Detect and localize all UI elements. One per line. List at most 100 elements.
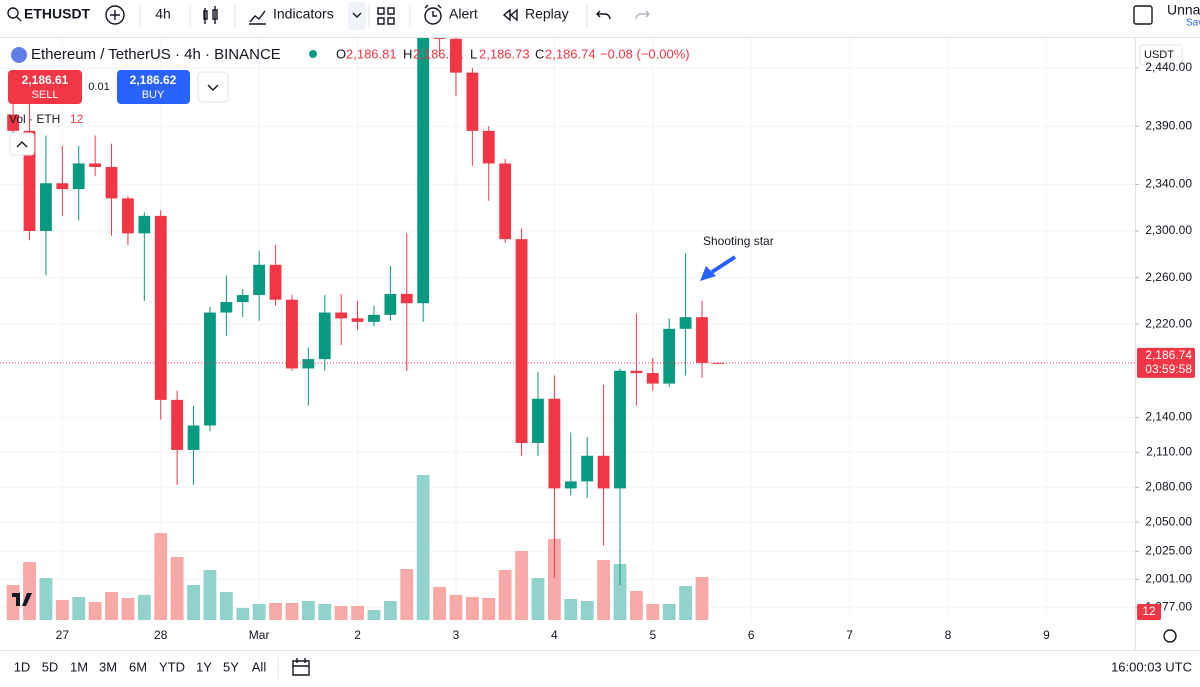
timeframe-button[interactable]: All — [252, 659, 267, 674]
y-tick-label: 2,390.00 — [1145, 118, 1192, 132]
chevron — [207, 84, 219, 91]
volume-bar — [285, 603, 299, 620]
collapse-button[interactable] — [9, 132, 35, 156]
volume-bar — [252, 604, 266, 620]
timeframe-button[interactable]: 1Y — [196, 659, 212, 674]
sell-price: 2,186.61 — [22, 73, 69, 87]
high-value: 2,186.81 — [413, 46, 464, 61]
candle-body — [351, 318, 364, 322]
candle-body — [417, 38, 430, 304]
timeframe-button[interactable]: 5D — [42, 659, 59, 674]
x-tick-label: 5 — [649, 628, 656, 642]
volume-bar — [482, 598, 496, 620]
layout-checkbox[interactable] — [1133, 5, 1153, 25]
y-tick-label: 2,050.00 — [1145, 514, 1192, 528]
volume-bar — [695, 577, 709, 620]
layout-name[interactable]: Unnam — [1167, 2, 1200, 18]
alert-button[interactable]: Alert — [449, 6, 478, 22]
high-label: H — [403, 46, 412, 61]
sell-label: SELL — [32, 89, 59, 101]
order-dropdown[interactable] — [197, 71, 229, 103]
timeframe-button[interactable]: 1M — [70, 659, 88, 674]
timeframe-button[interactable]: 5Y — [223, 659, 239, 674]
tv-logo — [12, 593, 32, 606]
chart-type-icon[interactable] — [203, 6, 218, 24]
y-tick-label: 2,025.00 — [1145, 543, 1192, 557]
candle-body — [466, 72, 479, 131]
indicators-button[interactable]: Indicators — [273, 6, 334, 22]
x-tick-label: 7 — [846, 628, 853, 642]
candle-body — [696, 317, 708, 363]
timeframe-button[interactable]: 6M — [129, 659, 147, 674]
replay-button[interactable]: Replay — [525, 6, 569, 22]
last-price: 2,186.74 — [1145, 348, 1192, 362]
volume-bar — [121, 598, 135, 620]
open-label: O — [336, 46, 346, 61]
timeframe-button[interactable]: YTD — [159, 659, 185, 674]
candle-body — [171, 399, 184, 450]
volume-bar — [203, 570, 217, 620]
alert-icon — [424, 4, 442, 17]
candle-body — [368, 314, 380, 322]
candle-body — [597, 455, 610, 489]
alert-icon[interactable] — [424, 7, 442, 25]
volume-legend-label: Vol · ETH — [9, 112, 60, 126]
candle-body — [72, 163, 85, 190]
search-icon[interactable] — [7, 7, 19, 19]
redo[interactable] — [635, 10, 650, 20]
volume-bar — [662, 604, 676, 620]
volume-bar — [334, 606, 348, 620]
candle-body — [56, 183, 69, 190]
buy-button[interactable] — [117, 70, 190, 104]
y-tick-label: 2,080.00 — [1145, 479, 1192, 493]
volume-bar — [219, 592, 233, 620]
chevron — [352, 12, 362, 18]
currency[interactable]: USDT — [1144, 49, 1174, 61]
date-range-icon[interactable] — [292, 658, 310, 676]
undo[interactable] — [596, 10, 611, 20]
sell-button[interactable] — [8, 70, 82, 104]
dropdown[interactable] — [348, 2, 366, 30]
replay-icon[interactable] — [502, 8, 518, 22]
volume-bar — [137, 595, 151, 620]
symbol[interactable]: ETHUSDT — [24, 6, 91, 22]
volume-bar — [236, 608, 250, 620]
timeframe-button[interactable]: 1D — [14, 659, 31, 674]
candle-body — [482, 130, 495, 164]
volume-bar — [547, 539, 561, 620]
candle-body — [335, 312, 348, 319]
x-tick-label: 8 — [945, 628, 952, 642]
currency-button[interactable] — [1139, 44, 1183, 66]
indicators-icon[interactable] — [249, 10, 266, 25]
change-value: −0.08 (−0.00%) — [600, 46, 690, 61]
volume-bar — [39, 578, 53, 620]
add-symbol[interactable] — [105, 5, 125, 25]
volume-legend-value: 12 — [70, 112, 84, 126]
y-tick-label: 2,140.00 — [1145, 410, 1192, 424]
volume-bar — [400, 569, 414, 620]
annotation: Shooting star — [703, 234, 774, 248]
volume-bar — [383, 601, 397, 620]
low-value: 2,186.73 — [479, 46, 530, 61]
candle-body — [548, 398, 561, 489]
timeframe-button[interactable]: 3M — [99, 659, 117, 674]
close-value: 2,186.74 — [545, 46, 596, 61]
candle-body — [89, 163, 102, 167]
candle-body — [269, 264, 282, 300]
candle-body — [236, 295, 249, 303]
symbol-title[interactable]: Ethereum / TetherUS · 4h · BINANCE — [31, 46, 281, 63]
low-label: L — [470, 46, 477, 61]
save-status[interactable]: Sav — [1186, 18, 1200, 29]
candle-body — [433, 38, 446, 39]
candle-body — [220, 302, 233, 313]
interval[interactable]: 4h — [155, 6, 171, 22]
candle-body — [400, 293, 413, 304]
price-axis: USDT 2,440.00 2,390.00 2,340.00 2,300.00 2,2… — [1135, 38, 1195, 650]
x-tick-label: 9 — [1043, 628, 1050, 642]
y-tick-label: 2,340.00 — [1145, 177, 1192, 191]
candle-body — [384, 293, 397, 315]
volume-bar — [301, 601, 315, 620]
templates-icon[interactable] — [377, 7, 395, 25]
volume-bar — [23, 562, 36, 620]
settings-icon[interactable] — [1163, 629, 1177, 643]
